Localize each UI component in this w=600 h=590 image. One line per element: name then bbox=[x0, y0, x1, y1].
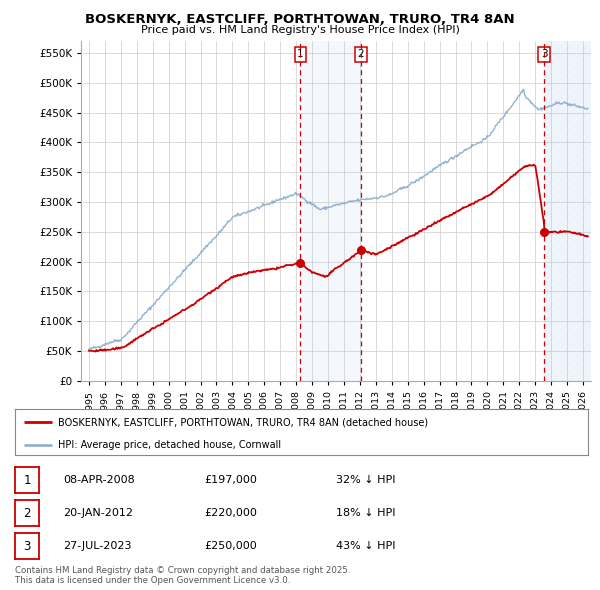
Text: 20-JAN-2012: 20-JAN-2012 bbox=[63, 509, 133, 518]
Text: 3: 3 bbox=[23, 540, 31, 553]
Text: BOSKERNYK, EASTCLIFF, PORTHTOWAN, TRURO, TR4 8AN: BOSKERNYK, EASTCLIFF, PORTHTOWAN, TRURO,… bbox=[85, 13, 515, 26]
Text: 43% ↓ HPI: 43% ↓ HPI bbox=[336, 542, 395, 551]
Text: 27-JUL-2023: 27-JUL-2023 bbox=[63, 542, 131, 551]
Text: Price paid vs. HM Land Registry's House Price Index (HPI): Price paid vs. HM Land Registry's House … bbox=[140, 25, 460, 35]
Text: 2: 2 bbox=[23, 507, 31, 520]
Text: 08-APR-2008: 08-APR-2008 bbox=[63, 476, 135, 485]
Bar bbox=[301, 41, 361, 381]
Text: 2: 2 bbox=[358, 50, 364, 60]
Bar bbox=[544, 41, 591, 381]
Text: HPI: Average price, detached house, Cornwall: HPI: Average price, detached house, Corn… bbox=[58, 440, 281, 450]
Text: £197,000: £197,000 bbox=[204, 476, 257, 485]
Text: 3: 3 bbox=[541, 50, 548, 60]
Text: 18% ↓ HPI: 18% ↓ HPI bbox=[336, 509, 395, 518]
Text: 1: 1 bbox=[297, 50, 304, 60]
Text: BOSKERNYK, EASTCLIFF, PORTHTOWAN, TRURO, TR4 8AN (detached house): BOSKERNYK, EASTCLIFF, PORTHTOWAN, TRURO,… bbox=[58, 417, 428, 427]
Text: 32% ↓ HPI: 32% ↓ HPI bbox=[336, 476, 395, 485]
Text: £250,000: £250,000 bbox=[204, 542, 257, 551]
Text: £220,000: £220,000 bbox=[204, 509, 257, 518]
Bar bbox=[544, 41, 591, 381]
Text: 1: 1 bbox=[23, 474, 31, 487]
Text: Contains HM Land Registry data © Crown copyright and database right 2025.
This d: Contains HM Land Registry data © Crown c… bbox=[15, 566, 350, 585]
